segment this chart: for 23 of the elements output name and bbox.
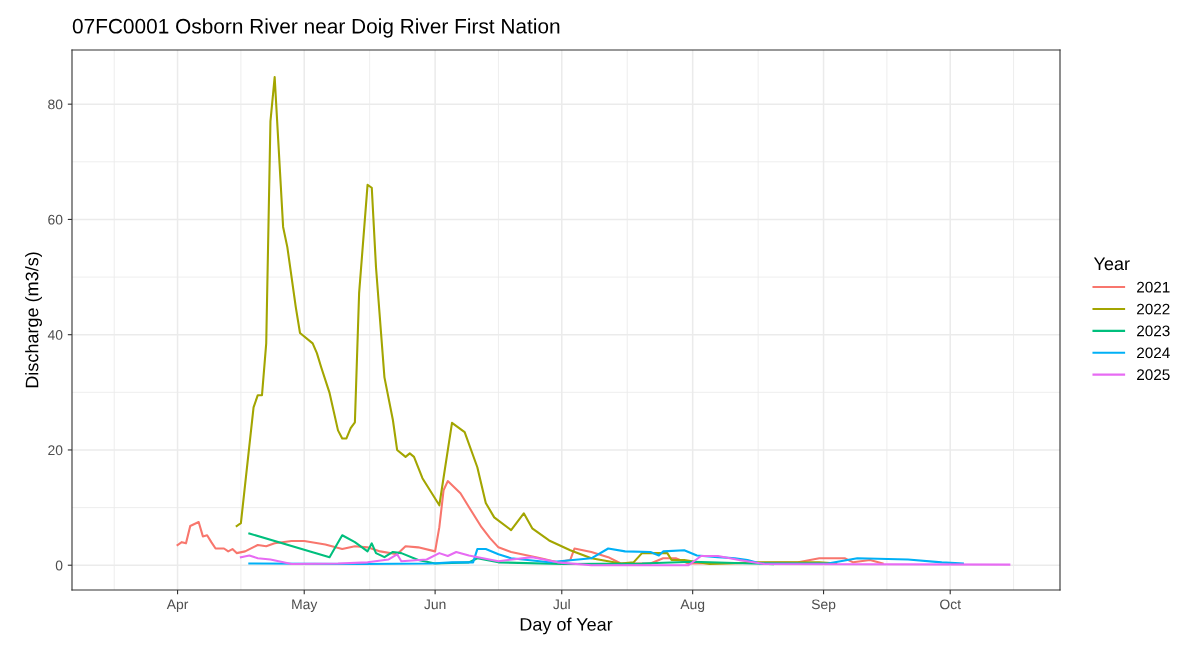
x-tick-label: Jun	[424, 599, 446, 610]
x-tick-label: May	[292, 599, 318, 612]
legend-label: 2024	[1137, 347, 1170, 359]
y-tick-label: 0	[55, 560, 63, 571]
legend-title: Year	[1093, 257, 1130, 271]
x-tick-label: Oct	[940, 599, 961, 610]
legend-label: 2021	[1137, 281, 1170, 293]
x-axis-title: Day of Year	[520, 617, 613, 635]
x-tick-label: Jul	[553, 599, 570, 610]
y-tick-label: 40	[47, 330, 63, 340]
x-tick-label: Aug	[680, 599, 705, 612]
chart-title: 07FC0001 Osborn River near Doig River First Nation	[72, 18, 560, 38]
line-series	[248, 547, 964, 566]
y-tick-label: 20	[48, 445, 63, 456]
y-axis-title: Discharge (m3/s)	[25, 252, 42, 388]
legend-label: 2025	[1137, 369, 1170, 381]
line-series	[239, 550, 1011, 567]
y-tick-label: 80	[48, 99, 63, 110]
x-tick-label: Apr	[166, 599, 189, 612]
legend-label: 2022	[1137, 303, 1170, 315]
y-tick-label: 60	[48, 214, 63, 225]
x-tick-label: Sep	[811, 599, 836, 612]
legend-label: 2023	[1137, 325, 1170, 337]
